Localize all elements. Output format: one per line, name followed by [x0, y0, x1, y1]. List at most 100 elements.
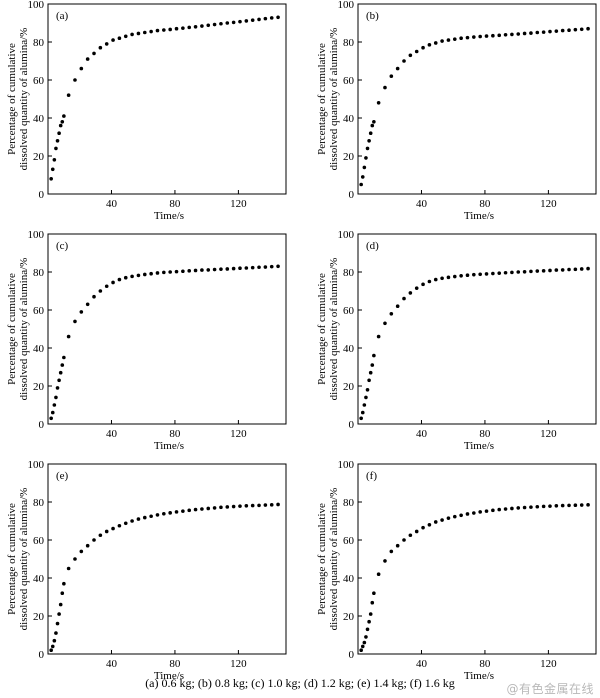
data-point — [149, 514, 153, 519]
data-point — [433, 277, 438, 282]
plot-frame — [357, 233, 597, 425]
y-tick-label: 100 — [338, 0, 355, 11]
data-point — [522, 31, 527, 36]
data-point — [57, 131, 61, 135]
x-tick-label: 120 — [540, 198, 557, 210]
data-point — [414, 286, 419, 290]
data-point — [52, 638, 57, 643]
panel-label: (b) — [366, 10, 379, 22]
data-point — [66, 334, 71, 339]
x-tick-label: 80 — [169, 198, 181, 210]
data-point — [440, 39, 444, 43]
data-point — [79, 310, 84, 314]
data-point — [368, 612, 373, 616]
x-tick-label: 80 — [479, 198, 491, 210]
y-tick-label: 20 — [33, 381, 45, 393]
plot-frame — [47, 463, 287, 655]
x-axis-label: Time/s — [464, 210, 494, 222]
data-point — [263, 265, 268, 269]
data-point — [50, 644, 55, 649]
data-point — [522, 270, 527, 274]
data-point — [269, 264, 274, 269]
data-point — [395, 66, 400, 71]
data-point — [225, 21, 230, 25]
data-point — [472, 511, 476, 515]
data-point — [383, 321, 387, 326]
data-point — [567, 28, 571, 33]
data-point — [212, 22, 217, 27]
data-point — [231, 20, 236, 25]
y-tick-label: 20 — [33, 611, 45, 623]
data-point — [250, 265, 255, 270]
y-tick-label: 0 — [39, 649, 45, 661]
data-point — [155, 271, 160, 275]
data-point — [579, 27, 584, 32]
data-point — [50, 167, 55, 172]
data-point — [586, 26, 590, 31]
data-point — [465, 273, 470, 278]
data-point — [238, 19, 242, 24]
data-point — [367, 378, 371, 383]
data-point — [359, 182, 363, 187]
x-tick-label: 80 — [169, 658, 181, 670]
panel-label: (a) — [56, 10, 69, 22]
data-point — [49, 648, 53, 652]
y-tick-label: 100 — [338, 229, 355, 241]
y-tick-label: 80 — [33, 497, 45, 509]
data-point — [573, 267, 578, 272]
x-tick-label: 120 — [230, 658, 247, 670]
data-point — [421, 282, 425, 287]
data-point — [58, 602, 63, 607]
data-point — [98, 533, 103, 538]
data-point — [219, 21, 223, 26]
y-tick-label: 60 — [343, 305, 355, 317]
data-point — [269, 16, 274, 20]
data-point — [62, 581, 66, 586]
data-point — [162, 28, 166, 32]
y-tick-label: 80 — [33, 37, 45, 49]
data-point — [402, 296, 406, 301]
data-point — [155, 513, 160, 517]
data-point — [193, 268, 198, 273]
data-point — [219, 505, 223, 510]
data-point — [478, 510, 482, 514]
data-point — [244, 19, 249, 23]
data-point — [58, 370, 63, 375]
data-point — [206, 506, 211, 511]
data-point — [257, 17, 261, 22]
y-tick-label: 20 — [343, 611, 355, 623]
data-point — [364, 635, 368, 639]
y-tick-label: 80 — [33, 267, 45, 279]
data-point — [548, 504, 552, 508]
y-tick-label: 40 — [343, 343, 355, 355]
data-point — [244, 504, 249, 508]
y-tick-label: 40 — [33, 573, 45, 585]
data-point — [73, 557, 77, 561]
y-tick-label: 40 — [33, 113, 45, 125]
data-point — [57, 612, 61, 616]
data-point — [60, 120, 65, 124]
data-point — [370, 363, 375, 367]
data-point — [586, 266, 590, 271]
data-point — [503, 507, 508, 511]
data-point — [219, 267, 223, 271]
data-point — [92, 294, 96, 299]
data-point — [560, 503, 565, 508]
panel-label: (c) — [56, 240, 69, 252]
chart-panel-d: 0 20 40 60 80 100 40 80 120 (d) Time/s Percentage o… — [316, 229, 597, 452]
data-point — [276, 502, 280, 507]
data-point — [459, 274, 463, 278]
data-point — [111, 526, 115, 531]
data-point — [408, 533, 413, 538]
data-point — [193, 25, 198, 29]
data-point — [52, 403, 57, 407]
y-tick-label: 40 — [33, 343, 45, 355]
watermark: @有色金属在线 — [506, 682, 594, 696]
data-point — [174, 26, 179, 31]
data-point — [370, 600, 375, 605]
data-point — [66, 566, 71, 571]
data-point — [484, 34, 489, 38]
data-point — [212, 506, 217, 510]
data-point — [142, 515, 147, 520]
data-point — [92, 538, 96, 542]
